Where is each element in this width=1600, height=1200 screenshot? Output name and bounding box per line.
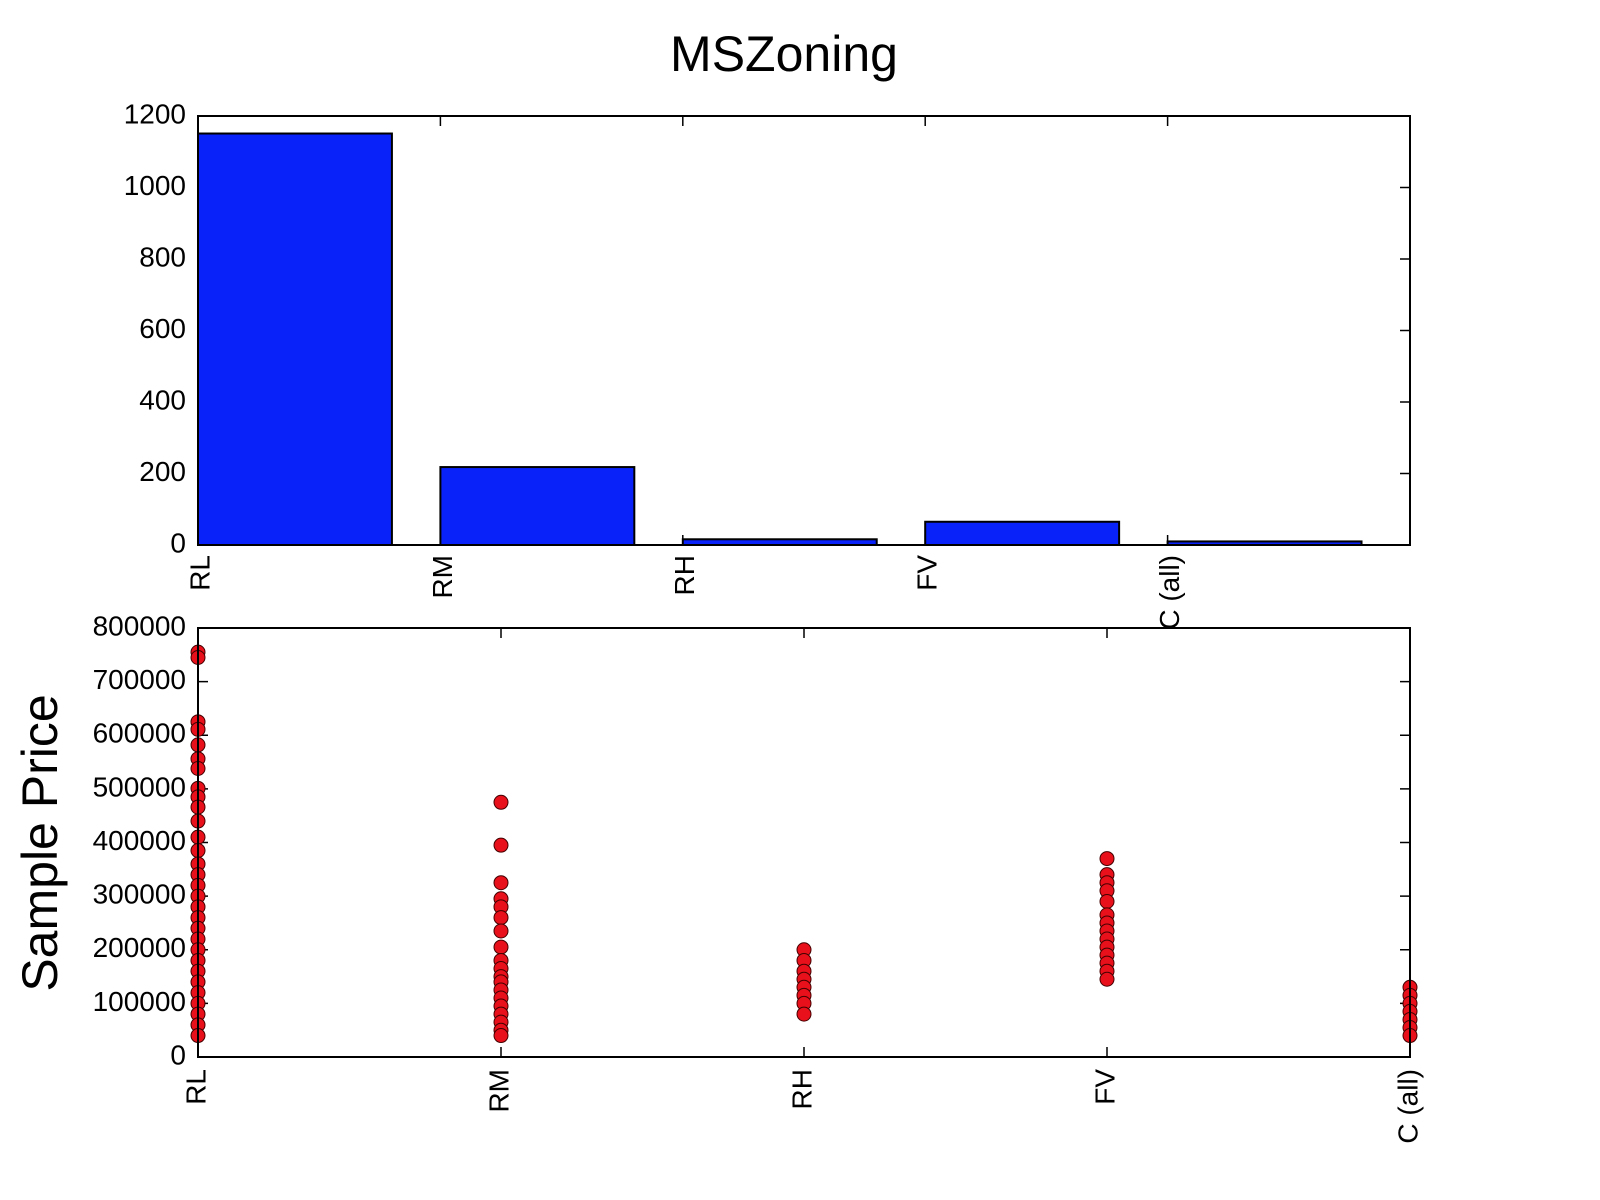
plot-frame <box>197 627 1411 1058</box>
x-tick-label: FV <box>912 555 943 591</box>
point <box>1099 893 1115 909</box>
point <box>493 923 509 939</box>
y-tick-label: 100000 <box>93 986 186 1017</box>
y-tick-label: 0 <box>170 1039 186 1070</box>
point <box>493 875 509 891</box>
y-tick-label: 800000 <box>93 610 186 641</box>
y-tick-label: 600000 <box>93 718 186 749</box>
x-tick-label: C (all) <box>1154 555 1185 630</box>
x-tick-label: RL <box>184 555 215 591</box>
y-tick-label: 300000 <box>93 879 186 910</box>
bar <box>439 466 636 546</box>
x-tick-label: RH <box>786 1069 817 1109</box>
point <box>1099 851 1115 867</box>
chart-title: MSZoning <box>670 26 898 82</box>
y-tick-label: 400 <box>139 384 186 415</box>
point <box>1099 971 1115 987</box>
x-tick-label: RM <box>483 1069 514 1113</box>
bar <box>924 520 1121 547</box>
point <box>493 939 509 955</box>
point <box>493 1028 509 1044</box>
y-tick-label: 1200 <box>124 98 186 129</box>
point <box>493 794 509 810</box>
y-tick-label: 200000 <box>93 932 186 963</box>
x-tick-label: RL <box>180 1069 211 1105</box>
y-tick-label: 800 <box>139 241 186 272</box>
x-tick-label: RM <box>427 555 458 599</box>
x-tick-label: FV <box>1089 1069 1120 1105</box>
y-tick-label: 400000 <box>93 825 186 856</box>
point <box>796 1006 812 1022</box>
y-tick-label: 600 <box>139 313 186 344</box>
x-tick-label: RH <box>669 555 700 595</box>
y-tick-label: 0 <box>170 527 186 558</box>
y-axis-label: Sample Price <box>12 694 68 991</box>
point <box>493 837 509 853</box>
point <box>493 910 509 926</box>
y-tick-label: 1000 <box>124 170 186 201</box>
bar <box>197 132 393 547</box>
x-tick-label: C (all) <box>1392 1069 1423 1144</box>
y-tick-label: 200 <box>139 456 186 487</box>
y-tick-label: 500000 <box>93 771 186 802</box>
plot-frame <box>197 115 1411 546</box>
y-tick-label: 700000 <box>93 664 186 695</box>
